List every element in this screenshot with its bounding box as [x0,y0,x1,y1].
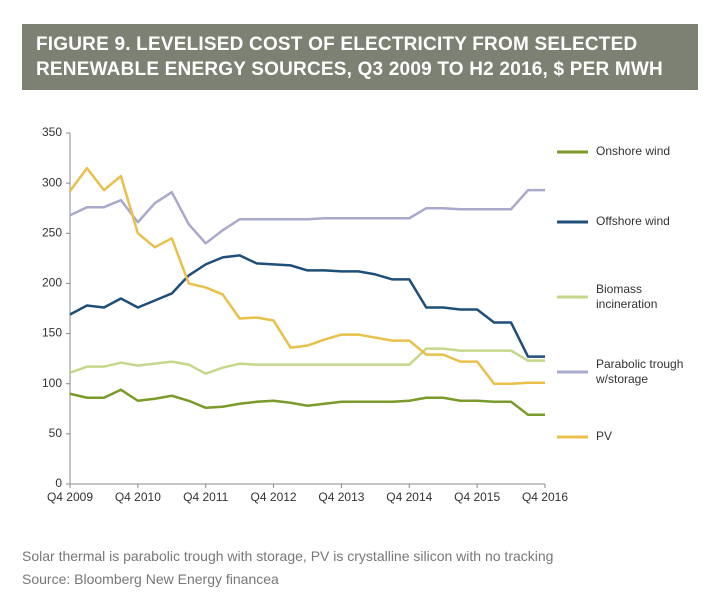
series-line [69,188,545,245]
y-tick-label: 300 [42,175,62,189]
y-tick-label: 350 [42,125,62,139]
legend-label: Parabolic trough w/storage [596,357,684,386]
x-tick-label: Q4 2009 [47,490,93,504]
series-line [69,347,545,375]
source: Source: Bloomberg New Energy financea [22,571,279,587]
y-tick-label: 250 [42,225,62,239]
note: Solar thermal is parabolic trough with s… [22,548,554,564]
legend-label: Offshore wind [596,214,670,228]
x-tick-label: Q4 2014 [386,490,432,504]
y-tick-label: 100 [42,376,62,390]
legend-label: Biomass incineration [596,282,658,311]
y-tick-label: 0 [55,476,62,490]
x-tick-label: Q4 2013 [318,490,364,504]
series-line [69,388,545,417]
chart-title: FIGURE 9. LEVELISED COST OF ELECTRICITY … [36,34,663,80]
x-tick-label: Q4 2010 [115,490,161,504]
y-tick-label: 50 [49,426,63,440]
x-tick-label: Q4 2016 [522,490,568,504]
title-banner: FIGURE 9. LEVELISED COST OF ELECTRICITY … [22,24,698,90]
x-tick-label: Q4 2011 [183,490,228,504]
y-tick-label: 150 [42,326,62,340]
legend-label: PV [596,429,613,443]
x-tick-label: Q4 2012 [251,490,297,504]
y-tick-label: 200 [42,276,62,290]
series-line [68,166,545,385]
legend-label: Onshore wind [596,144,671,158]
x-tick-label: Q4 2015 [454,490,500,504]
series-line [69,254,545,358]
